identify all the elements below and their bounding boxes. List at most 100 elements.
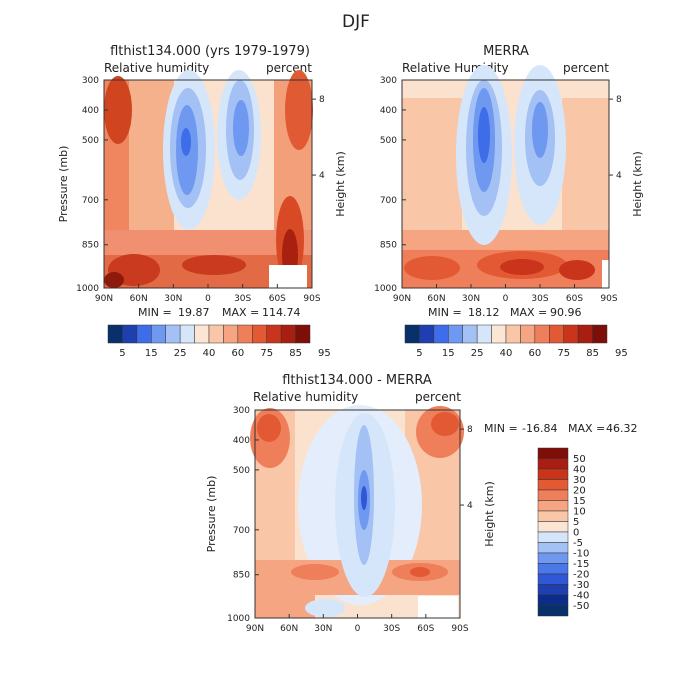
colorbar-swatch bbox=[280, 324, 296, 344]
colorbar-label: 30 bbox=[573, 475, 586, 486]
y-axis-label: Pressure (mb) bbox=[57, 146, 70, 223]
min-label: MIN = bbox=[138, 306, 172, 319]
x-axis-ticks: 90N 60N 30N 0 30S 60S 90S bbox=[246, 614, 469, 634]
colorbar-swatch bbox=[534, 324, 550, 344]
colorbar-label: 25 bbox=[471, 348, 484, 359]
field-label: Relative humidity bbox=[104, 61, 209, 75]
y2-tick-label: 4 bbox=[467, 501, 473, 511]
panel-difference: flthist134.000 - MERRA Relative humidity… bbox=[205, 373, 638, 634]
colorbar-label: -10 bbox=[573, 549, 589, 560]
missing-data-patch bbox=[418, 596, 458, 618]
min-value: 19.87 bbox=[178, 306, 210, 319]
missing-data-patch bbox=[269, 265, 307, 288]
min-label: MIN = bbox=[484, 422, 518, 435]
y-tick-label: 1000 bbox=[227, 614, 250, 624]
units-label: percent bbox=[563, 61, 609, 75]
y-axis-label: Pressure (mb) bbox=[205, 476, 218, 553]
x-tick-label: 0 bbox=[503, 294, 509, 304]
colorbar-label: 40 bbox=[203, 348, 216, 359]
colorbar-label: -40 bbox=[573, 591, 589, 602]
colorbar-label: 5 bbox=[119, 348, 125, 359]
colorbar-swatch bbox=[537, 573, 569, 585]
x-tick-label: 30S bbox=[234, 294, 251, 304]
max-label: MAX = bbox=[222, 306, 259, 319]
colorbar-swatch bbox=[151, 324, 166, 344]
x-tick-label: 90S bbox=[600, 294, 617, 304]
colorbar-swatch bbox=[295, 324, 311, 344]
panel-title: flthist134.000 - MERRA bbox=[282, 373, 432, 388]
x-tick-label: 60N bbox=[427, 294, 445, 304]
x-tick-label: 90S bbox=[451, 624, 468, 634]
colorbar-swatch bbox=[563, 324, 579, 344]
colorbar-swatch bbox=[537, 563, 569, 575]
y-tick-label: 400 bbox=[380, 106, 397, 116]
x-tick-label: 0 bbox=[355, 624, 361, 634]
min-label: MIN = bbox=[428, 306, 462, 319]
y-tick-label: 500 bbox=[82, 136, 99, 146]
y-tick-label: 850 bbox=[233, 571, 250, 581]
colorbar-swatch bbox=[462, 324, 478, 344]
y2-axis-label: Height (km) bbox=[483, 481, 496, 547]
colorbar-swatch bbox=[194, 324, 210, 344]
field-label: Relative humidity bbox=[253, 390, 358, 404]
y2-axis-label: Height (km) bbox=[334, 151, 347, 217]
colorbar-label: 20 bbox=[573, 486, 586, 497]
units-label: percent bbox=[266, 61, 312, 75]
colorbar-label: 85 bbox=[289, 348, 302, 359]
colorbar-swatch bbox=[491, 324, 507, 344]
colorbar-swatch bbox=[223, 324, 239, 344]
colorbar-label: 40 bbox=[500, 348, 513, 359]
x-tick-label: 30N bbox=[462, 294, 480, 304]
colorbar-swatch bbox=[419, 324, 435, 344]
colorbar-label: -50 bbox=[573, 601, 589, 612]
x-tick-label: 30N bbox=[164, 294, 182, 304]
heatmap-field bbox=[250, 405, 464, 618]
colorbar-swatch bbox=[537, 458, 569, 470]
colorbar-swatch bbox=[136, 324, 152, 344]
y-tick-label: 700 bbox=[82, 196, 99, 206]
x-tick-label: 60N bbox=[280, 624, 298, 634]
y2-axis-ticks: 84 bbox=[609, 95, 622, 181]
colorbar-swatch bbox=[537, 552, 569, 564]
colorbar-swatch bbox=[537, 584, 569, 596]
colorbar-label: -30 bbox=[573, 580, 589, 591]
y2-tick-label: 8 bbox=[616, 95, 622, 105]
colorbar-swatch bbox=[537, 500, 569, 512]
colorbar-swatch bbox=[237, 324, 253, 344]
colorbar-swatch bbox=[165, 324, 181, 344]
x-tick-label: 90N bbox=[393, 294, 411, 304]
max-value: 90.96 bbox=[550, 306, 582, 319]
colorbar-swatch bbox=[537, 447, 569, 459]
colorbar-swatch bbox=[433, 324, 449, 344]
y2-tick-label: 8 bbox=[467, 425, 473, 435]
y-tick-label: 850 bbox=[82, 241, 99, 251]
x-tick-label: 90S bbox=[303, 294, 320, 304]
contour-fill bbox=[255, 595, 315, 618]
colorbar-swatch bbox=[537, 468, 569, 480]
colorbar-swatch bbox=[520, 324, 536, 344]
colorbar-swatch bbox=[577, 324, 593, 344]
panel-title: flthist134.000 (yrs 1979-1979) bbox=[110, 44, 310, 59]
x-tick-label: 60S bbox=[269, 294, 286, 304]
colorbar-swatch bbox=[537, 521, 569, 533]
colorbar-label: 60 bbox=[231, 348, 244, 359]
colorbar-label: 5 bbox=[573, 517, 579, 528]
contour-fill bbox=[182, 255, 246, 275]
y-tick-label: 1000 bbox=[374, 284, 397, 294]
contour-fill bbox=[285, 70, 313, 150]
colorbar-swatch bbox=[592, 324, 608, 344]
colorbar-label: -15 bbox=[573, 559, 589, 570]
heatmap-field bbox=[402, 65, 609, 288]
colorbar-swatch bbox=[252, 324, 267, 344]
colorbar-swatch bbox=[122, 324, 138, 344]
colorbar: 5 15 25 40 60 75 85 95 bbox=[107, 324, 331, 359]
y-tick-label: 300 bbox=[82, 76, 99, 86]
y-axis-ticks: 300 400 500 700 850 1000 bbox=[76, 76, 108, 294]
contour-fill bbox=[181, 128, 191, 156]
colorbar-label: 25 bbox=[174, 348, 187, 359]
x-tick-label: 90N bbox=[95, 294, 113, 304]
max-label: MAX = bbox=[568, 422, 605, 435]
colorbar-label: 75 bbox=[260, 348, 273, 359]
missing-data-patch bbox=[602, 260, 609, 288]
y-tick-label: 300 bbox=[380, 76, 397, 86]
